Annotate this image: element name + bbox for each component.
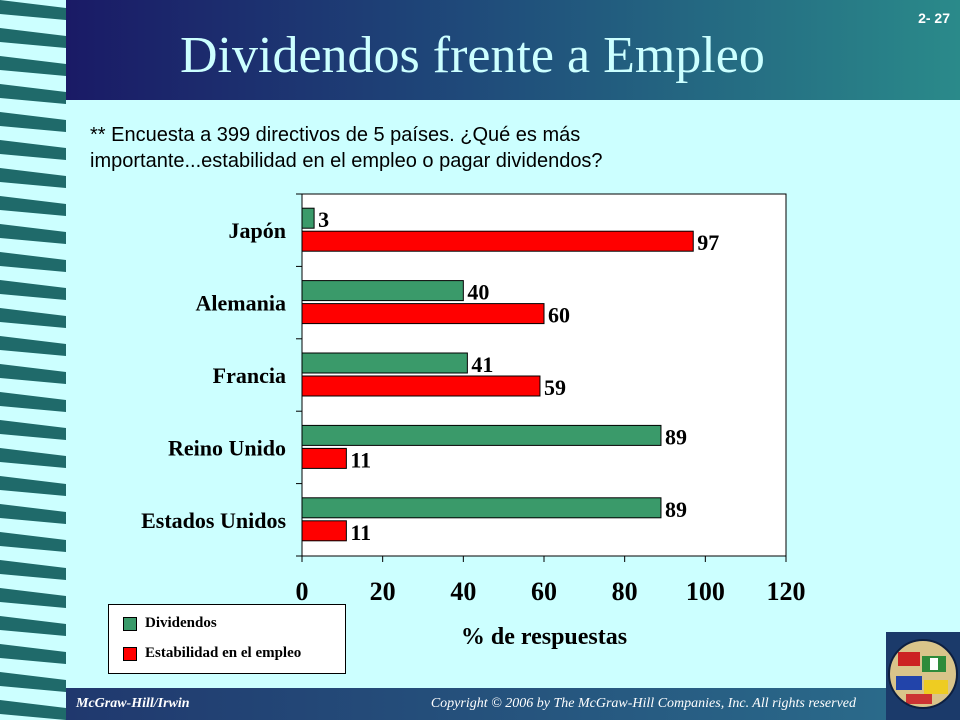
chevron-stripe: [0, 364, 66, 384]
data-label: 89: [665, 497, 687, 522]
x-axis-label: % de respuestas: [461, 624, 627, 650]
bar: [301, 447, 347, 469]
x-tick-label: 60: [531, 577, 557, 606]
chevron-stripe: [0, 0, 66, 20]
x-tick-label: 20: [370, 577, 396, 606]
legend-swatch-dividendos: [123, 616, 137, 631]
chevron-stripe: [0, 476, 66, 496]
chevron-stripe: [0, 560, 66, 580]
legend-item-dividendos: Dividendos: [123, 615, 217, 635]
x-tick-label: 120: [767, 577, 806, 606]
chevron-stripe: [0, 196, 66, 216]
legend-swatch-estabilidad: [123, 646, 137, 661]
chevron-stripe: [0, 504, 66, 524]
data-label: 59: [544, 375, 566, 400]
bar: [301, 352, 468, 374]
data-label: 60: [548, 303, 570, 328]
x-tick-label: 0: [296, 577, 309, 606]
legend-label-dividendos: Dividendos: [145, 615, 217, 631]
legend-label-estabilidad: Estabilidad en el empleo: [145, 645, 302, 661]
bar: [301, 497, 662, 519]
chevron-stripe: [0, 112, 66, 132]
bar: [301, 303, 545, 325]
chevron-stripe: [0, 392, 66, 412]
bar: [301, 230, 694, 252]
plot-area: [301, 193, 787, 557]
data-label: 11: [350, 520, 371, 545]
chevron-stripe: [0, 140, 66, 160]
copyright-label: Copyright © 2006 by The McGraw-Hill Comp…: [430, 696, 856, 711]
category-label: Estados Unidos: [141, 508, 286, 533]
chart-legend: Dividendos Estabilidad en el empleo: [108, 604, 346, 674]
chevron-stripe: [0, 280, 66, 300]
globe-flags-logo: [886, 632, 960, 720]
category-label: Alemania: [196, 291, 286, 316]
chevron-stripe: [0, 532, 66, 552]
x-tick-label: 100: [686, 577, 725, 606]
chevron-stripe: [0, 588, 66, 608]
chevron-stripe: [0, 252, 66, 272]
data-label: 89: [665, 424, 687, 449]
chevron-stripe: [0, 616, 66, 636]
chevron-stripe: [0, 420, 66, 440]
x-tick-label: 40: [450, 577, 476, 606]
chevron-stripe: [0, 308, 66, 328]
slide-number: 2- 27: [918, 10, 950, 26]
title-bar: [66, 0, 960, 100]
chevron-stripe: [0, 56, 66, 76]
bar: [301, 375, 541, 397]
data-label: 3: [318, 207, 329, 232]
bar: [301, 207, 315, 229]
bar: [301, 280, 464, 302]
category-label: Reino Unido: [168, 435, 286, 460]
data-label: 97: [697, 230, 719, 255]
slide-title: Dividendos frente a Empleo: [180, 27, 765, 84]
chevron-stripe: [0, 28, 66, 48]
category-label: Francia: [213, 363, 286, 388]
decorative-left-band: [0, 0, 66, 720]
x-tick-label: 80: [612, 577, 638, 606]
data-label: 11: [350, 447, 371, 472]
legend-item-estabilidad: Estabilidad en el empleo: [123, 645, 301, 665]
data-label: 40: [467, 280, 489, 305]
footer-bar: McGraw-Hill/Irwin Copyright © 2006 by Th…: [66, 688, 886, 720]
publisher-label: McGraw-Hill/Irwin: [76, 696, 190, 711]
chevron-stripe: [0, 644, 66, 664]
chevron-stripe: [0, 336, 66, 356]
chevron-stripe: [0, 224, 66, 244]
category-label: Japón: [229, 218, 286, 243]
chevron-stripe: [0, 448, 66, 468]
chevron-stripe: [0, 84, 66, 104]
bar: [301, 424, 662, 446]
chevron-stripe: [0, 672, 66, 692]
data-label: 41: [471, 352, 493, 377]
chevron-stripe: [0, 168, 66, 188]
bar: [301, 520, 347, 542]
chevron-stripe: [0, 700, 66, 720]
survey-description: ** Encuesta a 399 directivos de 5 países…: [90, 124, 603, 172]
